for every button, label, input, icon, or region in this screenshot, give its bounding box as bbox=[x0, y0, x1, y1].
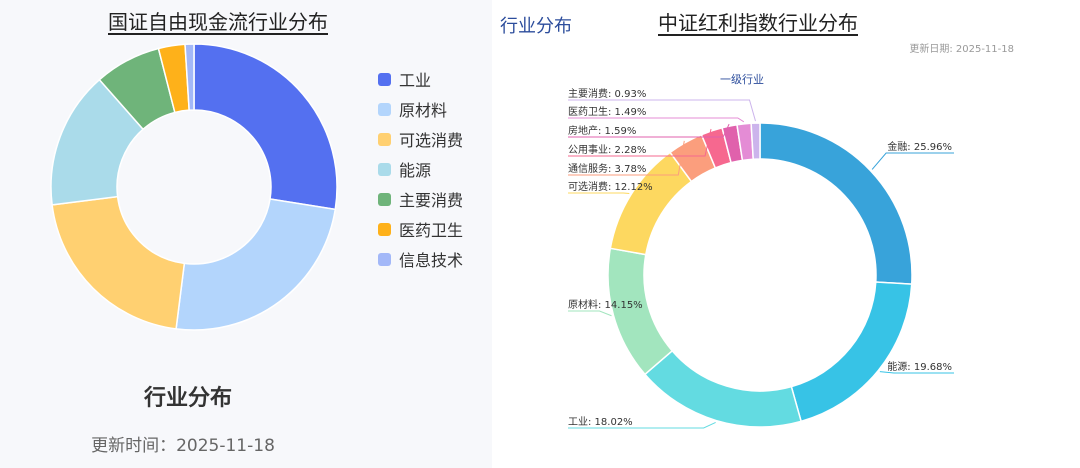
legend-item[interactable]: 能源 bbox=[378, 154, 463, 184]
right-panel: 行业分布 中证红利指数行业分布 更新日期: 2025-11-18 一级行业 金融… bbox=[492, 0, 1080, 468]
left-section-label: 行业分布 bbox=[143, 386, 232, 411]
legend-label: 工业 bbox=[399, 71, 432, 90]
left-chart-legend: 工业原材料可选消费能源主要消费医药卫生信息技术 bbox=[378, 64, 463, 274]
legend-swatch bbox=[378, 72, 391, 86]
left-panel: 国证自由现金流行业分布 工业原材料可选消费能源主要消费医药卫生信息技术 行业分布… bbox=[0, 0, 492, 468]
left-chart-slice-6 bbox=[184, 43, 195, 111]
left-chart-slice-1 bbox=[175, 198, 337, 331]
right-chart-title: 中证红利指数行业分布 bbox=[658, 11, 858, 35]
right-chart-data-label: 工业: 18.02% bbox=[568, 416, 633, 428]
right-chart-slice-1 bbox=[790, 281, 913, 423]
left-update-time: 更新时间：2025-11-18 bbox=[91, 436, 275, 456]
legend-label: 信息技术 bbox=[399, 251, 464, 270]
right-chart-data-label: 可选消费: 12.12% bbox=[568, 180, 653, 193]
right-chart-leader-line bbox=[568, 123, 730, 138]
legend-label: 医药卫生 bbox=[399, 221, 464, 240]
legend-swatch bbox=[378, 102, 391, 116]
legend-label: 能源 bbox=[399, 161, 432, 180]
legend-item[interactable]: 医药卫生 bbox=[378, 214, 463, 244]
right-chart-leader-line bbox=[879, 371, 954, 374]
right-chart-data-label: 金融: 25.96% bbox=[887, 140, 952, 153]
legend-label: 可选消费 bbox=[399, 131, 464, 150]
right-chart-leader-line bbox=[871, 152, 954, 170]
right-chart-data-label: 医药卫生: 1.49% bbox=[568, 105, 646, 118]
left-chart-slice-2 bbox=[51, 195, 186, 330]
left-donut-chart bbox=[50, 43, 338, 331]
right-chart-leader-line bbox=[568, 117, 745, 123]
right-chart-data-label: 能源: 19.68% bbox=[887, 360, 952, 373]
legend-label: 原材料 bbox=[399, 101, 448, 120]
right-chart-leader-line bbox=[568, 310, 612, 317]
left-chart-title: 国证自由现金流行业分布 bbox=[108, 10, 328, 34]
legend-swatch bbox=[378, 162, 391, 176]
right-section-tag: 行业分布 bbox=[500, 16, 572, 37]
right-donut-chart: 金融: 25.96% 能源: 19.68% 工业: 18.02% 原材料: 14.15… bbox=[568, 87, 954, 429]
right-chart-slice-9 bbox=[750, 122, 761, 160]
right-update-date: 更新日期: 2025-11-18 bbox=[909, 44, 1014, 55]
legend-swatch bbox=[378, 222, 391, 236]
right-chart-data-label: 主要消费: 0.93% bbox=[568, 87, 646, 100]
right-chart-slice-2 bbox=[643, 349, 803, 428]
legend-item[interactable]: 信息技术 bbox=[378, 244, 463, 274]
left-chart-slice-0 bbox=[193, 43, 338, 211]
right-chart-data-label: 原材料: 14.15% bbox=[568, 298, 643, 311]
right-chart-data-label: 通信服务: 3.78% bbox=[568, 162, 646, 175]
right-chart-leader-line bbox=[568, 422, 716, 429]
legend-item[interactable]: 工业 bbox=[378, 64, 463, 94]
right-chart-leader-line bbox=[568, 99, 756, 122]
right-chart-leader-line bbox=[568, 192, 630, 195]
right-chart-subtitle: 一级行业 bbox=[720, 73, 764, 86]
legend-item[interactable]: 原材料 bbox=[378, 94, 463, 124]
legend-swatch bbox=[378, 132, 391, 146]
legend-label: 主要消费 bbox=[399, 191, 464, 210]
legend-swatch bbox=[378, 192, 391, 206]
right-chart-leader-line bbox=[568, 140, 685, 176]
right-chart-leader-line bbox=[568, 128, 712, 157]
right-chart-slice-3 bbox=[607, 247, 674, 376]
legend-swatch bbox=[378, 252, 391, 266]
right-chart-data-label: 公用事业: 2.28% bbox=[568, 143, 646, 156]
legend-item[interactable]: 主要消费 bbox=[378, 184, 463, 214]
legend-item[interactable]: 可选消费 bbox=[378, 124, 463, 154]
right-chart-data-label: 房地产: 1.59% bbox=[568, 124, 636, 137]
